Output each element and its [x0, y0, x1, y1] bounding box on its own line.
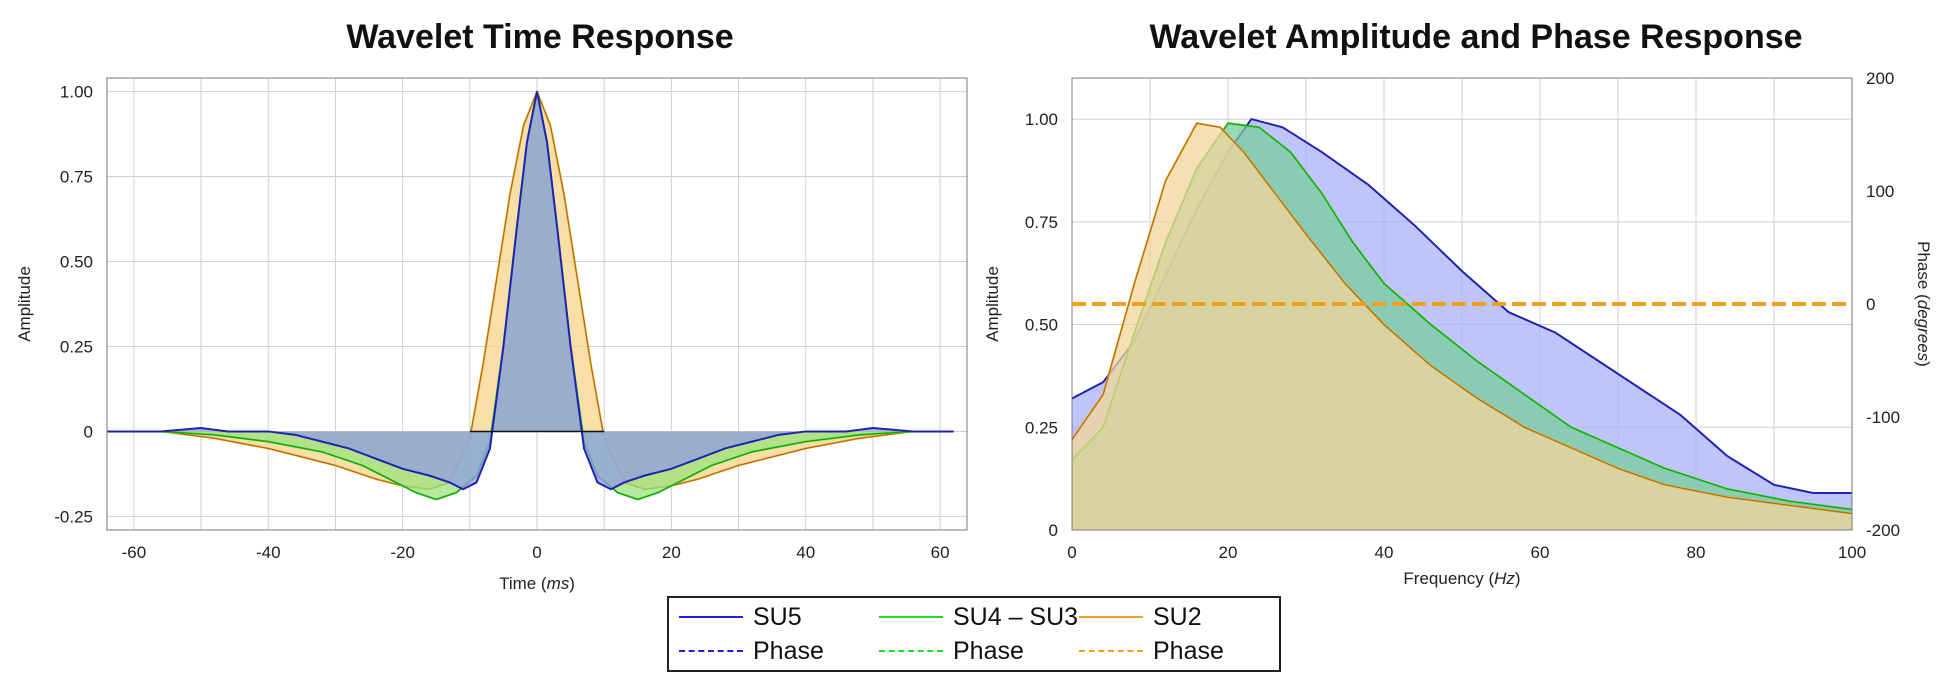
legend-item-su4-su3[interactable]: SU4 – SU3 [879, 602, 1078, 632]
x-tick-label: 60 [931, 543, 950, 562]
series-area-su5 [107, 91, 954, 490]
time-response-title: Wavelet Time Response [346, 18, 734, 56]
amplitude-phase-title: Wavelet Amplitude and Phase Response [1149, 18, 1803, 56]
y2-tick-label: 200 [1866, 69, 1894, 88]
y-tick-label: 0 [1049, 521, 1058, 540]
y-axis-label-time: Amplitude [15, 266, 34, 342]
legend-item-su2[interactable]: SU2 [1079, 602, 1202, 632]
x-tick-label: 40 [796, 543, 815, 562]
legend-item-phase-su4-su3[interactable]: Phase [879, 636, 1024, 666]
legend-label-phase-su5: Phase [753, 636, 824, 665]
x-axis-label-freq: Frequency (Hz) [1403, 569, 1520, 588]
y-tick-label: 1.00 [1025, 110, 1058, 129]
x-tick-label: 100 [1838, 543, 1866, 562]
y-tick-label: 0 [84, 422, 93, 441]
legend-label-phase-su4-su3: Phase [953, 636, 1024, 665]
x-axis-label-time: Time (ms) [499, 574, 575, 593]
legend-swatch-phase-su4-su3 [879, 650, 943, 652]
y-tick-label: 0.75 [1025, 213, 1058, 232]
legend-label-su4-su3: SU4 – SU3 [953, 602, 1079, 631]
y-axis-label-freq: Amplitude [983, 266, 1002, 342]
y2-tick-label: 100 [1866, 182, 1894, 201]
y-tick-label: 0.25 [1025, 418, 1058, 437]
legend-swatch-phase-su2 [1079, 650, 1143, 652]
series-area-su2 [1072, 123, 1852, 530]
x-tick-label: 20 [662, 543, 681, 562]
x-tick-label: -40 [256, 543, 281, 562]
x-tick-label: 0 [532, 543, 541, 562]
y-tick-label: 1.00 [60, 83, 93, 102]
x-tick-label: 0 [1067, 543, 1076, 562]
legend-swatch-phase-su5 [679, 650, 743, 652]
y2-tick-label: 0 [1866, 295, 1875, 314]
series-edge-su5 [107, 91, 954, 490]
y2-tick-label: -200 [1866, 521, 1900, 540]
legend-swatch-su4-su3 [879, 616, 943, 618]
legend: SU5 SU4 – SU3 SU2 Phase Phase Phase [667, 596, 1281, 672]
legend-label-su2: SU2 [1153, 602, 1202, 631]
legend-swatch-su2 [1079, 616, 1143, 618]
legend-label-su5: SU5 [753, 602, 802, 631]
x-tick-label: 80 [1687, 543, 1706, 562]
x-tick-label: 60 [1531, 543, 1550, 562]
legend-label-phase-su2: Phase [1153, 636, 1224, 665]
x-tick-label: -60 [122, 543, 147, 562]
y-tick-label: 0.25 [60, 337, 93, 356]
y-tick-label: 0.50 [60, 253, 93, 272]
y2-tick-label: -100 [1866, 408, 1900, 427]
y2-axis-label-phase: Phase (degrees) [1914, 241, 1933, 367]
y-tick-label: -0.25 [54, 507, 93, 526]
legend-swatch-su5 [679, 616, 743, 618]
x-tick-label: 40 [1375, 543, 1394, 562]
legend-item-su5[interactable]: SU5 [679, 602, 802, 632]
legend-item-phase-su2[interactable]: Phase [1079, 636, 1224, 666]
legend-item-phase-su5[interactable]: Phase [679, 636, 824, 666]
y-tick-label: 0.75 [60, 168, 93, 187]
x-tick-label: -20 [390, 543, 415, 562]
x-tick-label: 20 [1219, 543, 1238, 562]
plot-time-frame [106, 77, 968, 531]
y-tick-label: 0.50 [1025, 316, 1058, 335]
